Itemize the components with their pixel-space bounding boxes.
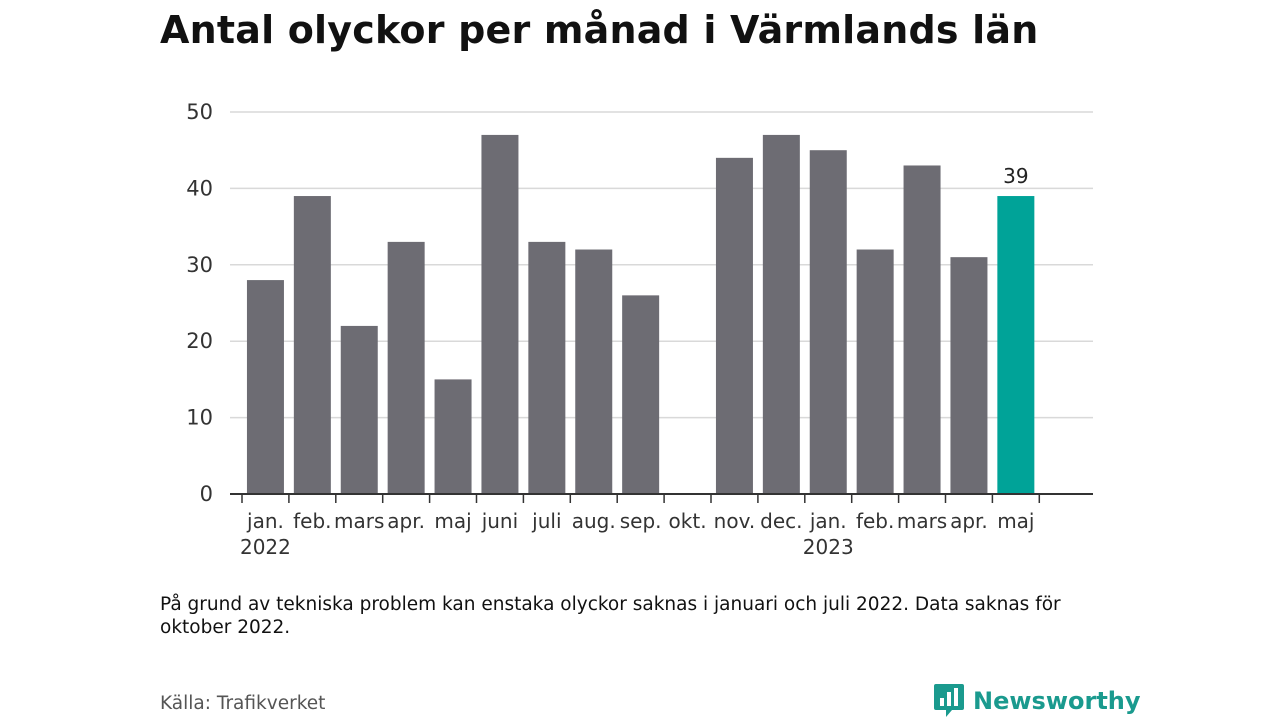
brand-name: Newsworthy [973, 687, 1141, 715]
bar [387, 241, 425, 494]
x-tick-label: jan. [809, 509, 847, 533]
x-tick-label: apr. [387, 509, 425, 533]
newsworthy-logo-icon [934, 684, 964, 717]
y-tick-label: 30 [186, 253, 213, 277]
bar [856, 249, 894, 494]
data-label: 39 [1003, 164, 1028, 188]
bar [293, 196, 331, 495]
x-tick-label: feb. [856, 509, 894, 533]
bar [950, 257, 988, 494]
source-label: Källa: Trafikverket [160, 693, 326, 714]
x-tick-label: apr. [950, 509, 988, 533]
x-tick-label: maj [434, 509, 471, 533]
bar [481, 134, 519, 495]
y-tick-label: 0 [200, 482, 213, 506]
x-tick-label: dec. [760, 509, 802, 533]
bar [762, 134, 800, 495]
x-tick-label: mars [334, 509, 384, 533]
brand-logo[interactable]: Newsworthy [933, 683, 1141, 719]
y-tick-label: 10 [186, 406, 213, 430]
x-tick-label: maj [997, 509, 1034, 533]
bar [528, 241, 566, 494]
x-tick-label: aug. [572, 509, 616, 533]
footnote: På grund av tekniska problem kan enstaka… [160, 594, 1061, 638]
x-tick-label: juli [531, 509, 561, 533]
bar [809, 150, 847, 494]
bar [997, 196, 1035, 495]
x-tick-label: nov. [714, 509, 756, 533]
x-tick-label: juni [481, 509, 518, 533]
bar [715, 157, 753, 494]
bar [575, 249, 613, 494]
chart-title: Antal olyckor per månad i Värmlands län [160, 8, 1039, 52]
x-tick-label: mars [897, 509, 947, 533]
bar [622, 295, 660, 494]
year-label: 2023 [803, 535, 854, 559]
bar [340, 325, 378, 494]
bar [434, 379, 472, 494]
y-tick-label: 50 [186, 100, 213, 124]
y-tick-label: 20 [186, 329, 213, 353]
y-tick-label: 40 [186, 176, 213, 200]
x-tick-label: feb. [293, 509, 331, 533]
bar [903, 165, 941, 495]
bar [246, 280, 284, 494]
x-tick-label: sep. [620, 509, 662, 533]
x-tick-label: jan. [246, 509, 284, 533]
x-tick-label: okt. [669, 509, 707, 533]
year-label: 2022 [240, 535, 291, 559]
